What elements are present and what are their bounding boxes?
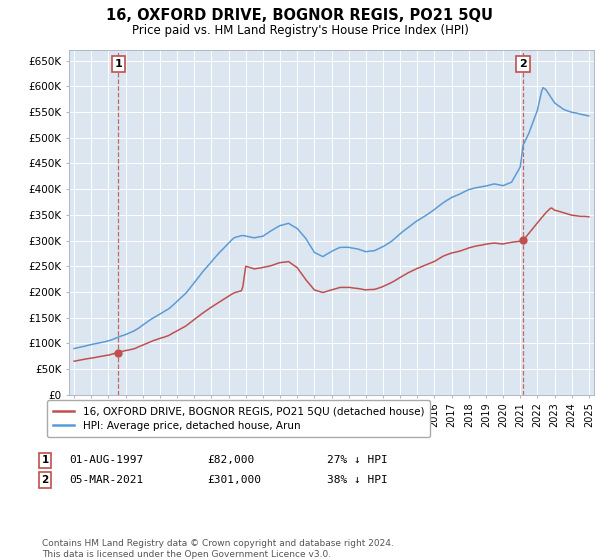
Text: Contains HM Land Registry data © Crown copyright and database right 2024.
This d: Contains HM Land Registry data © Crown c… [42,539,394,559]
Text: Price paid vs. HM Land Registry's House Price Index (HPI): Price paid vs. HM Land Registry's House … [131,24,469,36]
Text: 1: 1 [115,59,122,69]
Text: 38% ↓ HPI: 38% ↓ HPI [327,475,388,485]
Text: 2: 2 [41,475,49,485]
Text: 27% ↓ HPI: 27% ↓ HPI [327,455,388,465]
Legend: 16, OXFORD DRIVE, BOGNOR REGIS, PO21 5QU (detached house), HPI: Average price, d: 16, OXFORD DRIVE, BOGNOR REGIS, PO21 5QU… [47,400,430,437]
Text: 16, OXFORD DRIVE, BOGNOR REGIS, PO21 5QU: 16, OXFORD DRIVE, BOGNOR REGIS, PO21 5QU [107,8,493,24]
Text: £301,000: £301,000 [207,475,261,485]
Text: 01-AUG-1997: 01-AUG-1997 [69,455,143,465]
Text: 1: 1 [41,455,49,465]
Text: 05-MAR-2021: 05-MAR-2021 [69,475,143,485]
Text: £82,000: £82,000 [207,455,254,465]
Text: 2: 2 [519,59,527,69]
